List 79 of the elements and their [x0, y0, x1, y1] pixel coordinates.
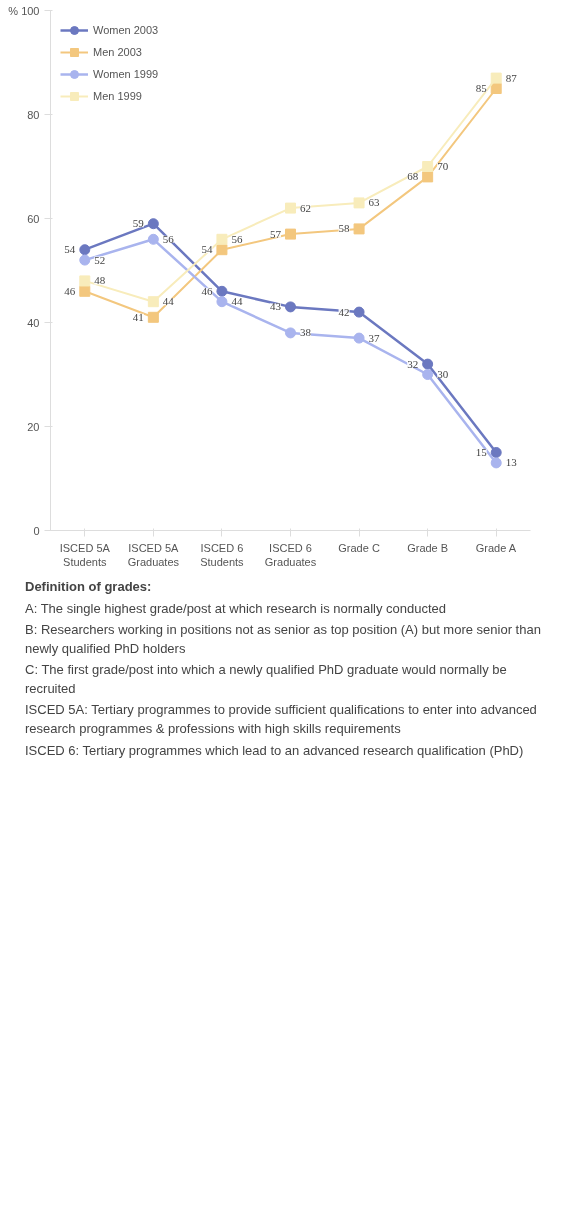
- x-tick-label: Grade C: [338, 541, 380, 554]
- data-label: 59: [132, 217, 145, 230]
- x-tick-label: Grade A: [475, 541, 517, 554]
- point: [490, 457, 502, 469]
- point: [422, 171, 434, 183]
- data-label: 54: [201, 243, 213, 256]
- legend-label: Men 2003: [93, 46, 142, 58]
- point: [79, 254, 91, 266]
- text: ISCED 6: Tertiary programmes which lead to an advanced research qualification (PhD): [25, 741, 525, 760]
- data-label: 42: [338, 305, 350, 318]
- data-label: 52: [94, 253, 106, 266]
- legend-label: Women 1999: [93, 68, 159, 80]
- point: [490, 447, 502, 458]
- point: [353, 223, 365, 235]
- point: [353, 197, 365, 209]
- point: [422, 369, 434, 380]
- point: [422, 161, 434, 172]
- point: [216, 296, 228, 308]
- data-label: 15: [475, 446, 488, 458]
- text: ISCED 5A: Tertiary programmes to provide sufficient qualifications to enter into advanced research programmes & professions with high skills requirements: [25, 701, 538, 738]
- data-label: 62: [300, 201, 311, 214]
- point: [147, 296, 159, 308]
- point: [216, 244, 228, 256]
- x-tick-label: ISCED 5A Graduates: [127, 541, 180, 568]
- point: [490, 72, 502, 84]
- point: [216, 233, 228, 245]
- data-label: 57: [270, 227, 282, 240]
- data-label: 44: [231, 295, 243, 308]
- data-label: 46: [64, 284, 76, 297]
- data-label: 56: [162, 232, 175, 245]
- data-label: 30: [437, 368, 449, 380]
- y-tick-label: 40: [27, 316, 40, 329]
- point: [285, 202, 296, 214]
- point: [422, 358, 434, 370]
- point: [353, 332, 365, 344]
- text: C: The first grade/post into which a newly qualified PhD graduate would normally be recruited: [25, 661, 508, 698]
- text: Definition of grades:: [25, 578, 153, 596]
- y-tick-label: 80: [27, 108, 40, 121]
- data-label: 87: [505, 71, 518, 84]
- y-tick-label: 20: [27, 420, 40, 433]
- data-label: 85: [475, 82, 488, 94]
- data-label: 41: [132, 310, 144, 323]
- data-label: 44: [162, 295, 175, 308]
- text: B: Researchers working in positions not as senior as top position (A) but more senior than newly qualified PhD holders: [25, 621, 542, 658]
- point: [490, 83, 502, 94]
- point: [147, 311, 159, 323]
- data-label: 70: [437, 160, 449, 172]
- point: [79, 244, 91, 256]
- point: [216, 285, 228, 297]
- data-label: 63: [368, 196, 381, 209]
- point: [285, 327, 296, 339]
- point: [79, 285, 91, 297]
- legend-label: Women 2003: [93, 24, 159, 36]
- y-tick-label: % 100: [8, 4, 40, 17]
- data-label: 58: [338, 222, 351, 235]
- x-tick-label: ISCED 6 Students: [200, 541, 245, 568]
- point: [353, 306, 365, 318]
- point: [285, 301, 296, 313]
- y-tick-label: 0: [33, 524, 40, 537]
- x-tick-label: Grade B: [407, 541, 449, 554]
- data-label: 56: [231, 232, 243, 245]
- data-label: 32: [407, 357, 419, 370]
- legend-label: Men 1999: [93, 90, 142, 102]
- text: A: The single highest grade/post at which research is normally conducted: [25, 599, 448, 618]
- y-tick-label: 60: [27, 212, 40, 225]
- point: [285, 228, 296, 240]
- data-label: 54: [64, 243, 76, 256]
- x-tick-label: ISCED 5A Students: [59, 541, 111, 568]
- point: [147, 233, 159, 245]
- data-label: 37: [368, 331, 381, 344]
- data-label: 38: [300, 326, 312, 339]
- point: [147, 218, 159, 230]
- data-label: 13: [505, 456, 518, 469]
- data-label: 48: [94, 274, 106, 287]
- x-tick-label: ISCED 6 Graduates: [264, 541, 317, 568]
- data-label: 46: [201, 284, 213, 297]
- point: [79, 275, 91, 287]
- data-label: 68: [407, 170, 419, 183]
- data-label: 43: [270, 300, 282, 313]
